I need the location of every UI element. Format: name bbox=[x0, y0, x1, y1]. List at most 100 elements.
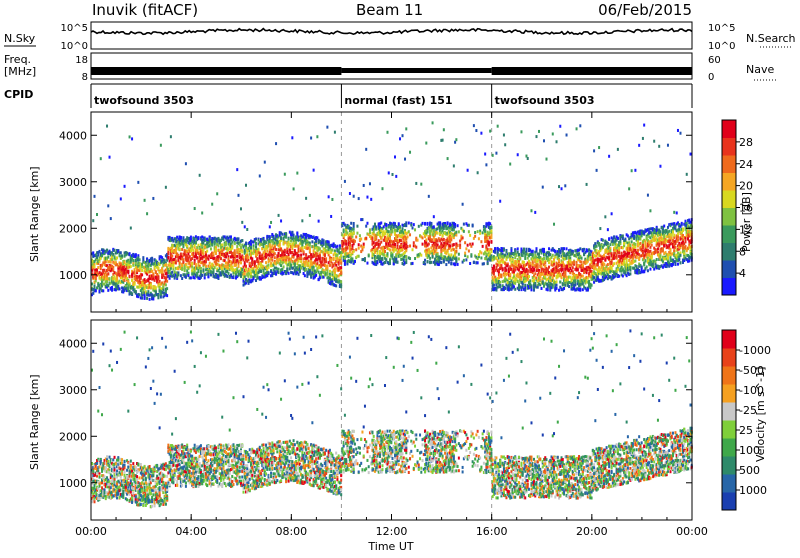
echo-cell bbox=[467, 169, 469, 172]
echo-cell bbox=[480, 256, 482, 259]
echo-cell bbox=[175, 247, 177, 250]
echo-cell bbox=[429, 257, 431, 260]
echo-cell bbox=[443, 128, 445, 131]
echo-cell bbox=[484, 230, 486, 233]
echo-cell bbox=[443, 238, 445, 241]
echo-cell bbox=[457, 244, 459, 247]
echo-cell bbox=[97, 266, 99, 269]
echo-cell bbox=[236, 255, 238, 258]
echo-cell bbox=[504, 287, 506, 290]
echo-cell bbox=[231, 266, 233, 269]
echo-cell bbox=[510, 249, 512, 252]
echo-cell bbox=[326, 273, 328, 276]
echo-cell bbox=[527, 270, 529, 273]
echo-cell bbox=[368, 254, 370, 257]
echo-cell bbox=[197, 270, 199, 273]
echo-cell bbox=[356, 225, 358, 228]
echo-cell bbox=[568, 285, 570, 288]
echo-cell bbox=[440, 261, 442, 264]
echo-cell bbox=[490, 240, 492, 243]
echo-cell bbox=[96, 213, 98, 216]
freq-band bbox=[341, 68, 491, 73]
echo-cell bbox=[129, 135, 131, 138]
echo-cell bbox=[298, 260, 300, 263]
echo-cell bbox=[509, 273, 511, 276]
echo-cell bbox=[543, 257, 545, 260]
echo-cell bbox=[448, 261, 450, 264]
echo-cell bbox=[301, 243, 303, 246]
echo-cell bbox=[389, 237, 391, 240]
echo-cell bbox=[157, 294, 159, 297]
echo-cell bbox=[535, 277, 537, 280]
echo-cell bbox=[563, 287, 565, 290]
echo-cell bbox=[358, 243, 360, 246]
echo-cell bbox=[529, 279, 531, 282]
echo-cell bbox=[166, 287, 168, 290]
echo-cell bbox=[410, 224, 412, 227]
echo-cell bbox=[106, 280, 108, 283]
echo-cell bbox=[319, 254, 321, 257]
echo-cell bbox=[473, 124, 475, 127]
echo-cell bbox=[483, 262, 485, 265]
echo-cell bbox=[346, 232, 348, 235]
echo-cell bbox=[95, 277, 97, 280]
echo-cell bbox=[514, 249, 516, 252]
echo-cell bbox=[166, 280, 168, 283]
echo-cell bbox=[427, 222, 429, 225]
echo-cell bbox=[181, 268, 183, 271]
echo-cell bbox=[240, 261, 242, 264]
echo-cell bbox=[239, 243, 241, 246]
echo-cell bbox=[385, 243, 387, 246]
echo-cell bbox=[135, 253, 137, 256]
echo-cell bbox=[325, 260, 327, 263]
echo-cell bbox=[150, 286, 152, 289]
echo-cell bbox=[376, 261, 378, 264]
echo-cell bbox=[490, 250, 492, 253]
echo-cell bbox=[110, 261, 112, 264]
echo-cell bbox=[92, 251, 94, 254]
echo-cell bbox=[490, 229, 492, 232]
echo-cell bbox=[392, 254, 394, 257]
echo-cell bbox=[455, 258, 457, 261]
echo-cell bbox=[160, 144, 162, 147]
nsky-trace bbox=[91, 29, 692, 35]
echo-cell bbox=[533, 269, 535, 272]
echo-cell bbox=[121, 254, 123, 257]
echo-cell bbox=[553, 223, 555, 226]
echo-cell bbox=[275, 142, 277, 145]
echo-cell bbox=[540, 287, 542, 290]
echo-cell bbox=[340, 254, 342, 257]
echo-cell bbox=[268, 263, 270, 266]
echo-cell bbox=[303, 250, 305, 253]
echo-cell bbox=[95, 289, 97, 292]
echo-cell bbox=[300, 254, 302, 257]
echo-cell bbox=[144, 297, 146, 300]
echo-cell bbox=[157, 276, 159, 279]
echo-cell bbox=[179, 247, 181, 250]
echo-cell bbox=[534, 211, 536, 214]
echo-cell bbox=[425, 142, 427, 145]
echo-cell bbox=[201, 274, 203, 277]
echo-cell bbox=[424, 262, 426, 265]
echo-cell bbox=[563, 247, 565, 250]
echo-cell bbox=[384, 261, 386, 264]
echo-cell bbox=[530, 209, 532, 212]
echo-cell bbox=[216, 192, 218, 195]
echo-cell bbox=[543, 139, 545, 142]
echo-cell bbox=[344, 260, 346, 263]
echo-cell bbox=[424, 223, 426, 226]
echo-cell bbox=[569, 276, 571, 279]
echo-cell bbox=[422, 243, 424, 246]
echo-cell bbox=[159, 280, 161, 283]
echo-cell bbox=[319, 276, 321, 279]
echo-cell bbox=[255, 246, 257, 249]
echo-cell bbox=[364, 259, 366, 262]
nave-tick-top: 60 bbox=[708, 55, 721, 66]
echo-cell bbox=[389, 262, 391, 265]
echo-cell bbox=[524, 257, 526, 260]
echo-cell bbox=[408, 230, 410, 233]
echo-cell bbox=[556, 280, 558, 283]
echo-cell bbox=[245, 242, 247, 245]
echo-cell bbox=[503, 249, 505, 252]
